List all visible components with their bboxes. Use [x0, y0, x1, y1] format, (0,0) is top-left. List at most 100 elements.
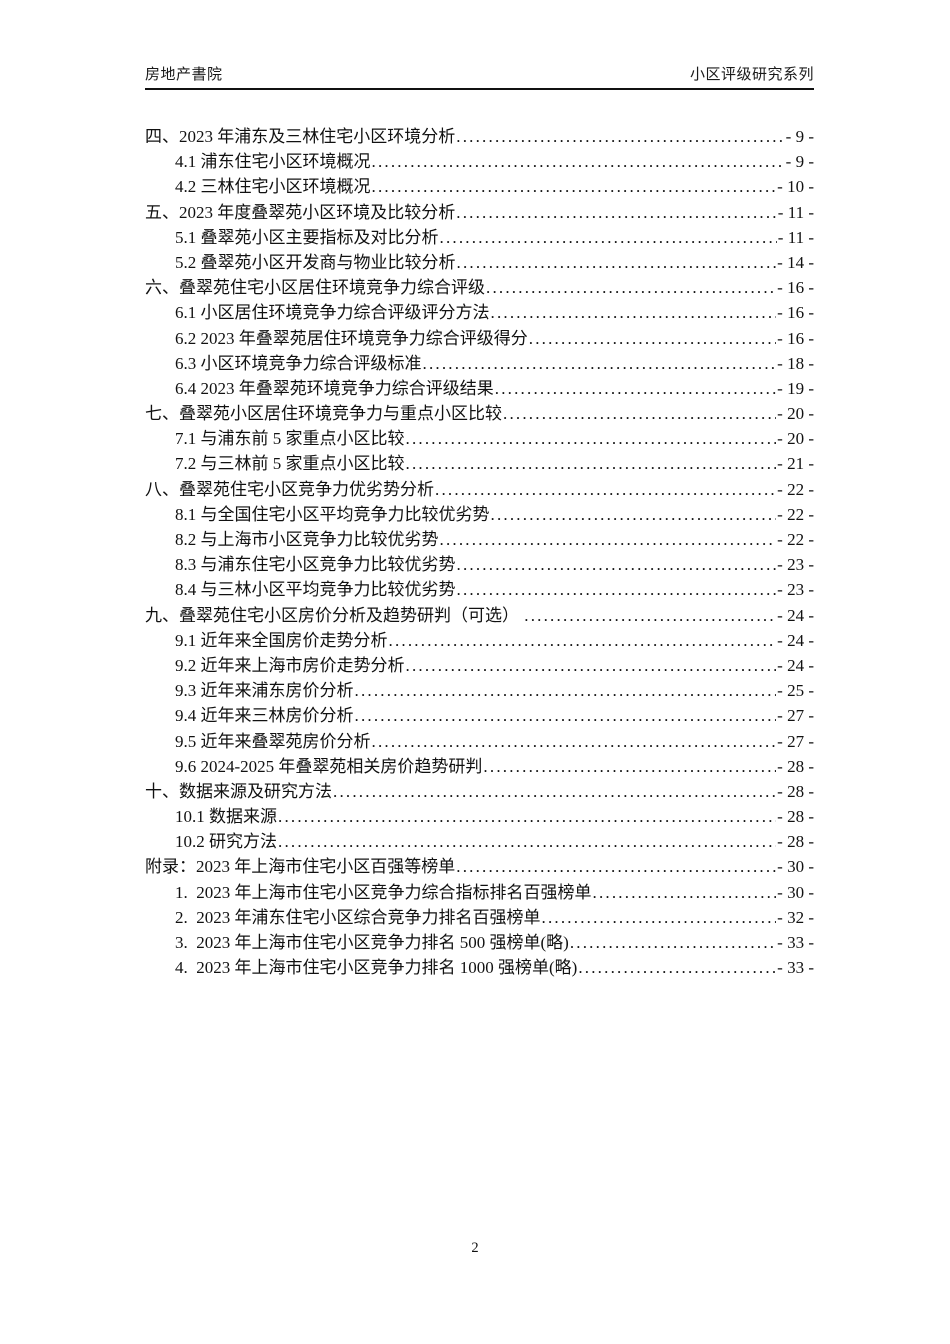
toc-entry[interactable]: 1. 2023 年上海市住宅小区竞争力综合指标排名百强榜单 - 30 - [145, 880, 814, 905]
toc-entry[interactable]: 六、叠翠苑住宅小区居住环境竞争力综合评级 - 16 - [145, 275, 814, 300]
toc-entry-page: - 22 - [777, 479, 814, 499]
toc-entry-title: 9.2 近年来上海市房价走势分析 [175, 655, 405, 675]
toc-leader-dots [456, 854, 776, 879]
toc-entry-page: - 21 - [777, 454, 814, 474]
toc-entry-page: - 28 - [777, 781, 814, 801]
toc-entry-title: 2. 2023 年浦东住宅小区综合竞争力排名百强榜单 [175, 907, 541, 927]
toc-entry[interactable]: 8.1 与全国住宅小区平均竞争力比较优劣势 - 22 - [145, 502, 814, 527]
toc-entry[interactable]: 6.2 2023 年叠翠苑居住环境竞争力综合评级得分 - 16 - [145, 326, 814, 351]
toc-entry[interactable]: 8.2 与上海市小区竞争力比较优劣势 - 22 - [145, 527, 814, 552]
toc-entry[interactable]: 3. 2023 年上海市住宅小区竞争力排名 500 强榜单(略) - 33 - [145, 930, 814, 955]
page-header: 房地产書院 小区评级研究系列 [145, 63, 814, 84]
toc-entry-title: 五、2023 年度叠翠苑小区环境及比较分析 [145, 202, 456, 222]
toc-entry[interactable]: 4.2 三林住宅小区环境概况 - 10 - [145, 174, 814, 199]
toc-entry[interactable]: 四、2023 年浦东及三林住宅小区环境分析 - 9 - [145, 124, 814, 149]
toc-entry-title: 9.6 2024-2025 年叠翠苑相关房价趋势研判 [175, 756, 483, 776]
toc-entry-page: - 24 - [777, 630, 814, 650]
toc-entry[interactable]: 9.2 近年来上海市房价走势分析 - 24 - [145, 653, 814, 678]
toc-entry-title: 10.2 研究方法 [175, 832, 277, 852]
toc-entry[interactable]: 6.3 小区环境竞争力综合评级标准 - 18 - [145, 351, 814, 376]
toc-entry-title: 八、叠翠苑住宅小区竞争力优劣势分析 [145, 479, 434, 499]
toc-leader-dots [333, 779, 776, 804]
toc-entry-title: 9.3 近年来浦东房价分析 [175, 681, 354, 701]
toc-entry[interactable]: 7.1 与浦东前 5 家重点小区比较 - 20 - [145, 426, 814, 451]
toc-entry[interactable]: 8.4 与三林小区平均竞争力比较优劣势 - 23 - [145, 577, 814, 602]
toc-entry[interactable]: 七、叠翠苑小区居住环境竞争力与重点小区比较 - 20 - [145, 401, 814, 426]
toc-entry[interactable]: 8.3 与浦东住宅小区竞争力比较优劣势 - 23 - [145, 552, 814, 577]
toc-entry-title: 5.1 叠翠苑小区主要指标及对比分析 [175, 227, 439, 247]
toc-entry-title: 6.3 小区环境竞争力综合评级标准 [175, 353, 422, 373]
toc-leader-dots [372, 174, 777, 199]
toc-entry-page: - 23 - [777, 555, 814, 575]
toc-list: 四、2023 年浦东及三林住宅小区环境分析 - 9 - 4.1 浦东住宅小区环境… [145, 124, 814, 980]
toc-entry-title: 1. 2023 年上海市住宅小区竞争力综合指标排名百强榜单 [175, 882, 592, 902]
toc-leader-dots [406, 426, 777, 451]
toc-entry[interactable]: 9.3 近年来浦东房价分析 - 25 - [145, 678, 814, 703]
toc-entry[interactable]: 7.2 与三林前 5 家重点小区比较 - 21 - [145, 451, 814, 476]
toc-leader-dots [389, 628, 777, 653]
toc-entry[interactable]: 5.1 叠翠苑小区主要指标及对比分析 - 11 - [145, 225, 814, 250]
toc-entry-title: 4.2 三林住宅小区环境概况 [175, 177, 371, 197]
toc-entry-page: - 14 - [777, 252, 814, 272]
toc-entry-page: - 16 - [777, 303, 814, 323]
toc-entry[interactable]: 9.6 2024-2025 年叠翠苑相关房价趋势研判 - 28 - [145, 754, 814, 779]
toc-leader-dots [578, 955, 776, 980]
toc-entry-page: - 28 - [777, 832, 814, 852]
toc-entry[interactable]: 6.4 2023 年叠翠苑环境竞争力综合评级结果 - 19 - [145, 376, 814, 401]
toc-leader-dots [406, 451, 777, 476]
toc-entry[interactable]: 10.2 研究方法 - 28 - [145, 829, 814, 854]
toc-entry[interactable]: 6.1 小区居住环境竞争力综合评级评分方法 - 16 - [145, 300, 814, 325]
toc-entry[interactable]: 五、2023 年度叠翠苑小区环境及比较分析 - 11 - [145, 200, 814, 225]
toc-entry-title: 8.4 与三林小区平均竞争力比较优劣势 [175, 580, 456, 600]
toc-entry-page: - 9 - [785, 127, 814, 146]
toc-leader-dots [529, 326, 776, 351]
toc-entry-page: - 20 - [777, 404, 814, 424]
toc-leader-dots [355, 703, 777, 728]
toc-entry-title: 6.1 小区居住环境竞争力综合评级评分方法 [175, 303, 490, 323]
toc-leader-dots [457, 552, 777, 577]
toc-leader-dots [457, 250, 777, 275]
toc-entry-page: - 16 - [777, 328, 814, 348]
toc-leader-dots [593, 880, 777, 905]
toc-entry-page: - 18 - [777, 353, 814, 373]
toc-entry[interactable]: 9.5 近年来叠翠苑房价分析 - 27 - [145, 729, 814, 754]
toc-leader-dots [440, 527, 777, 552]
toc-entry-title: 六、叠翠苑住宅小区居住环境竞争力综合评级 [145, 278, 485, 298]
toc-entry-page: - 24 - [777, 605, 814, 625]
toc-entry-title: 10.1 数据来源 [175, 807, 277, 827]
toc-entry-title: 四、2023 年浦东及三林住宅小区环境分析 [145, 127, 456, 146]
toc-entry[interactable]: 八、叠翠苑住宅小区竞争力优劣势分析 - 22 - [145, 477, 814, 502]
toc-entry-title: 九、叠翠苑住宅小区房价分析及趋势研判（可选） [145, 605, 524, 625]
toc-entry-title: 9.4 近年来三林房价分析 [175, 706, 354, 726]
toc-entry-title: 6.4 2023 年叠翠苑环境竞争力综合评级结果 [175, 378, 494, 398]
toc-entry-page: - 22 - [777, 504, 814, 524]
toc-leader-dots [457, 577, 777, 602]
header-right-text: 小区评级研究系列 [689, 66, 814, 83]
toc-entry[interactable]: 5.2 叠翠苑小区开发商与物业比较分析 - 14 - [145, 250, 814, 275]
toc-entry[interactable]: 十、数据来源及研究方法 - 28 - [145, 779, 814, 804]
toc-entry-title: 七、叠翠苑小区居住环境竞争力与重点小区比较 [145, 404, 502, 424]
toc-leader-dots [278, 804, 776, 829]
toc-entry-page: - 27 - [777, 731, 814, 751]
toc-entry-title: 9.5 近年来叠翠苑房价分析 [175, 731, 371, 751]
toc-entry[interactable]: 10.1 数据来源 - 28 - [145, 804, 814, 829]
toc-entry-page: - 28 - [777, 807, 814, 827]
toc-entry[interactable]: 4. 2023 年上海市住宅小区竞争力排名 1000 强榜单(略) - 33 - [145, 955, 814, 980]
toc-leader-dots [355, 678, 777, 703]
toc-entry[interactable]: 9.4 近年来三林房价分析 - 27 - [145, 703, 814, 728]
toc-leader-dots [542, 905, 777, 930]
toc-entry-page: - 23 - [777, 580, 814, 600]
toc-entry-page: - 22 - [777, 530, 814, 549]
toc-entry-page: - 30 - [777, 882, 814, 902]
header-left-text: 房地产書院 [145, 66, 223, 83]
toc-entry[interactable]: 附录：2023 年上海市住宅小区百强等榜单 - 30 - [145, 854, 814, 879]
toc-entry-page: - 28 - [777, 756, 814, 776]
toc-entry-page: - 33 - [777, 933, 814, 952]
toc-entry[interactable]: 2. 2023 年浦东住宅小区综合竞争力排名百强榜单 - 32 - [145, 905, 814, 930]
toc-entry-title: 4.1 浦东住宅小区环境概况 [175, 152, 371, 172]
toc-entry-title: 十、数据来源及研究方法 [145, 781, 332, 801]
toc-entry[interactable]: 4.1 浦东住宅小区环境概况 - 9 - [145, 149, 814, 174]
toc-entry[interactable]: 9.1 近年来全国房价走势分析 - 24 - [145, 628, 814, 653]
toc-entry[interactable]: 九、叠翠苑住宅小区房价分析及趋势研判（可选） - 24 - [145, 603, 814, 628]
